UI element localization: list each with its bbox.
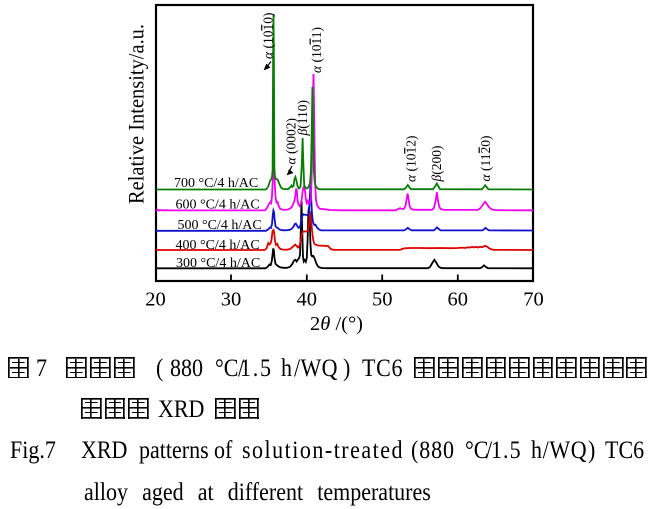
svg-text:50: 50	[372, 289, 393, 311]
svg-text:α (1011): α (1011)	[309, 27, 324, 73]
svg-text:Relative Intensity/a.u.: Relative Intensity/a.u.	[124, 24, 149, 204]
svg-text:400 °C/4 h/AC: 400 °C/4 h/AC	[176, 238, 260, 253]
svg-text:300 °C/4 h/AC: 300 °C/4 h/AC	[176, 256, 260, 271]
svg-text:500 °C/4 h/AC: 500 °C/4 h/AC	[178, 218, 262, 233]
svg-text:600 °C/4 h/AC: 600 °C/4 h/AC	[176, 198, 260, 213]
svg-text:α (1012): α (1012)	[404, 136, 419, 182]
svg-text:30: 30	[221, 289, 242, 311]
svg-text:α (1120): α (1120)	[478, 136, 493, 182]
svg-text:700 °C/4 h/AC: 700 °C/4 h/AC	[174, 176, 258, 191]
svg-text:60: 60	[448, 289, 469, 311]
svg-text:2θ /(°): 2θ /(°)	[310, 313, 363, 335]
svg-text:β(200): β(200)	[429, 146, 444, 183]
svg-text:40: 40	[297, 289, 318, 311]
svg-text:20: 20	[145, 289, 166, 311]
svg-text:α (0002): α (0002)	[284, 118, 299, 164]
svg-text:α (1010): α (1010)	[261, 13, 276, 59]
svg-text:β(110): β(110)	[295, 100, 310, 136]
svg-text:70: 70	[523, 289, 544, 311]
